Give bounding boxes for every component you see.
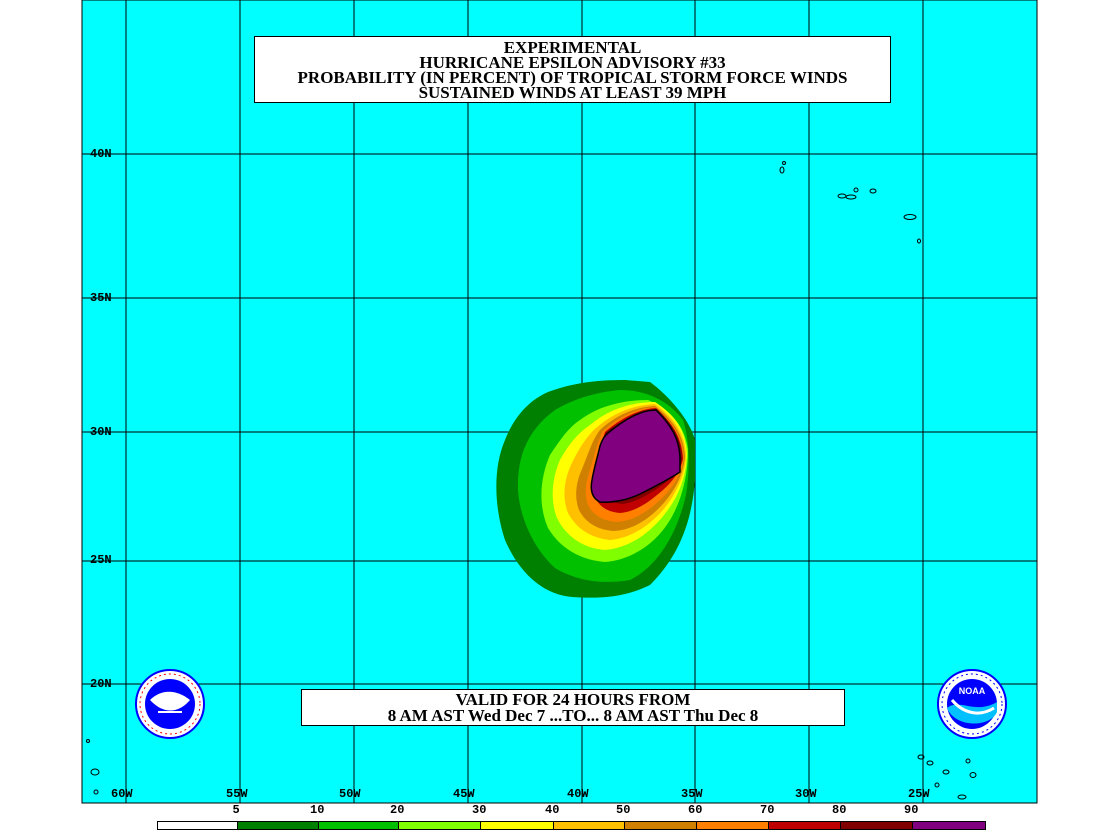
legend-label: 10	[310, 803, 325, 817]
legend-label: 20	[390, 803, 405, 817]
contour-90-plus	[590, 409, 681, 503]
legend-swatch	[624, 821, 697, 830]
wind-probability-contours	[496, 380, 695, 598]
legend-label: 90	[904, 803, 919, 817]
legend-swatch	[480, 821, 554, 830]
lat-label-35n: 35N	[90, 291, 112, 305]
legend-label: 30	[472, 803, 487, 817]
islands	[86, 161, 977, 800]
legend-swatch	[237, 821, 319, 830]
legend-swatch	[768, 821, 841, 830]
valid-line: 8 AM AST Wed Dec 7 ...TO... 8 AM AST Thu…	[387, 706, 759, 725]
lon-label-55w: 55W	[226, 787, 248, 801]
legend-swatch	[696, 821, 769, 830]
lon-label-30w: 30W	[795, 787, 817, 801]
lon-label-50w: 50W	[339, 787, 361, 801]
legend-label: 5	[232, 803, 240, 817]
lon-label-35w: 35W	[681, 787, 703, 801]
valid-line: VALID FOR 24 HOURS FROM	[455, 690, 691, 709]
legend-swatch	[398, 821, 481, 830]
lat-label-30n: 30N	[90, 425, 112, 439]
legend-swatch	[318, 821, 399, 830]
legend-label: 50	[616, 803, 631, 817]
legend-label: 70	[760, 803, 775, 817]
legend-swatch	[840, 821, 913, 830]
title-line: PROBABILITY (IN PERCENT) OF TROPICAL STO…	[297, 68, 848, 87]
valid-period-box: VALID FOR 24 HOURS FROM 8 AM AST Wed Dec…	[301, 689, 845, 726]
lat-label-20n: 20N	[90, 677, 112, 691]
lon-label-45w: 45W	[453, 787, 475, 801]
legend-label: 40	[545, 803, 560, 817]
map-border	[81, 0, 1038, 804]
lat-label-25n: 25N	[90, 553, 112, 567]
lon-label-25w: 25W	[908, 787, 930, 801]
legend-label: 60	[688, 803, 703, 817]
svg-text:NOAA: NOAA	[959, 686, 986, 696]
nws-logo-icon	[135, 669, 205, 739]
legend-swatch	[157, 821, 238, 830]
lon-label-40w: 40W	[567, 787, 589, 801]
legend-swatch	[553, 821, 625, 830]
map-title-box: EXPERIMENTAL HURRICANE EPSILON ADVISORY …	[254, 36, 891, 103]
legend-swatch	[912, 821, 986, 830]
legend-label: 80	[832, 803, 847, 817]
title-line: HURRICANE EPSILON ADVISORY #33	[419, 53, 726, 72]
lat-label-40n: 40N	[90, 147, 112, 161]
lon-label-60w: 60W	[111, 787, 133, 801]
title-line: SUSTAINED WINDS AT LEAST 39 MPH	[418, 83, 727, 102]
noaa-logo-icon: NOAA	[937, 669, 1007, 739]
title-line: EXPERIMENTAL	[503, 38, 642, 57]
